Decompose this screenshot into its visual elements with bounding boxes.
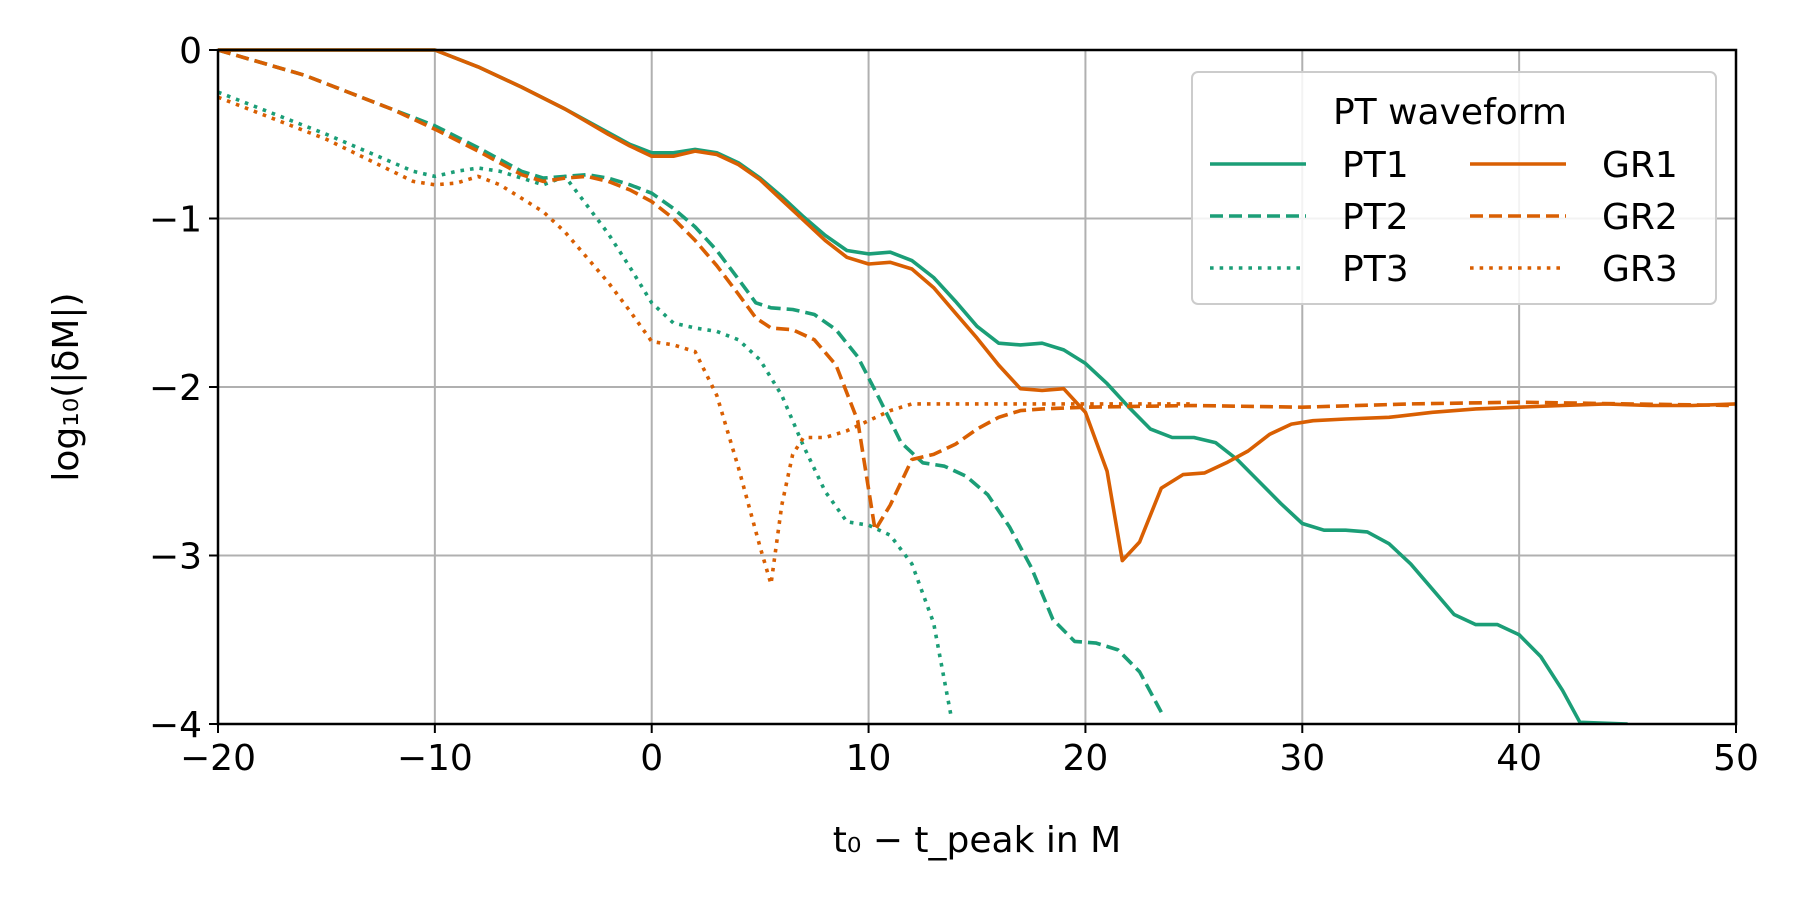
legend-box xyxy=(1191,71,1717,305)
x-axis-label: t₀ − t_peak in M xyxy=(833,820,1121,861)
y-tick-label: −4 xyxy=(149,705,202,746)
y-tick-label: −3 xyxy=(149,537,202,578)
y-tick-label: 0 xyxy=(179,31,202,72)
legend: PT waveform PT1 PT2 PT3 GR1 GR2 GR3 xyxy=(1191,71,1717,305)
series-pt2 xyxy=(218,48,1163,714)
legend-items: PT1 PT2 PT3 GR1 GR2 GR3 xyxy=(1210,145,1678,290)
x-tick-label: 10 xyxy=(846,738,892,779)
x-tick-label: 50 xyxy=(1713,738,1759,779)
x-tick-label: 40 xyxy=(1496,738,1542,779)
legend-label-pt1: PT1 xyxy=(1342,145,1409,186)
legend-label-gr1: GR1 xyxy=(1602,145,1678,186)
legend-label-gr2: GR2 xyxy=(1602,197,1678,238)
series-pt3 xyxy=(218,90,953,716)
x-tick-label: 30 xyxy=(1279,738,1325,779)
x-tick-label: 20 xyxy=(1063,738,1109,779)
y-tick-label: −1 xyxy=(149,200,202,241)
series-gr2 xyxy=(218,48,1736,533)
series-gr3 xyxy=(218,95,1194,586)
y-axis-label: log₁₀(|δM|) xyxy=(46,292,87,481)
series-pt1 xyxy=(218,48,1628,724)
x-tick-label: −20 xyxy=(180,738,256,779)
legend-title: PT waveform xyxy=(1333,92,1567,133)
series-gr1 xyxy=(218,48,1736,563)
series-layer xyxy=(218,48,1736,724)
x-tick-label: −10 xyxy=(397,738,473,779)
legend-label-pt2: PT2 xyxy=(1342,197,1409,238)
legend-label-pt3: PT3 xyxy=(1342,249,1409,290)
legend-label-gr3: GR3 xyxy=(1602,249,1678,290)
y-tick-label: −2 xyxy=(149,368,202,409)
ticks: −20 −10 0 10 20 30 40 50 0 −1 −2 −3 −4 xyxy=(149,31,1759,779)
x-tick-label: 0 xyxy=(640,738,663,779)
